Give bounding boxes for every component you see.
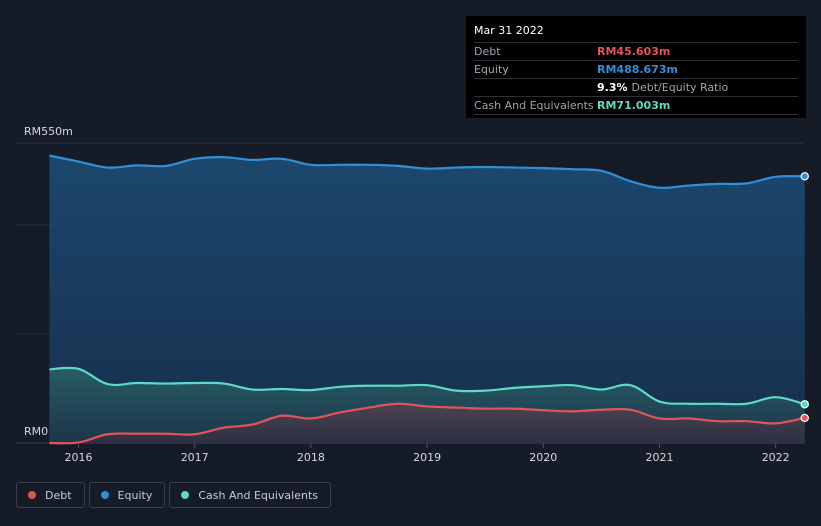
tooltip-row-cash: Cash And Equivalents RM71.003m [474,96,798,115]
tooltip-debt-value: RM45.603m [597,45,671,58]
x-tick-label-2016: 2016 [65,451,93,464]
chart-legend: Debt Equity Cash And Equivalents [16,482,331,508]
equity-line [49,154,805,189]
tooltip-ratio-value: 9.3% [597,81,628,94]
tooltip-row-ratio: 9.3% Debt/Equity Ratio [474,78,798,96]
series-areas [49,155,805,444]
legend-item-equity[interactable]: Equity [88,482,166,508]
debt-end-point[interactable] [800,413,809,423]
tooltip-ratio-label: Debt/Equity Ratio [631,81,729,94]
equity-area [49,155,805,443]
x-tick-label-2019: 2019 [413,451,441,464]
legend-item-cash[interactable]: Cash And Equivalents [169,482,331,508]
x-axis-ticks: 2016 2017 2018 2019 2020 2021 2022 [65,443,790,464]
x-tick-label-2018: 2018 [297,451,325,464]
cash-line [49,366,806,406]
x-tick-label-2020: 2020 [529,451,557,464]
x-tick-label-2017: 2017 [181,451,209,464]
equity-end-point[interactable] [800,172,809,181]
tooltip-equity-label: Equity [474,63,509,76]
series-end-markers [800,172,809,423]
tooltip-debt-label: Debt [474,45,501,58]
x-tick-label-2021: 2021 [646,451,674,464]
tooltip-row-equity: Equity RM488.673m [474,60,798,78]
legend-label-debt: Debt [45,488,72,502]
tooltip-equity-value: RM488.673m [597,63,678,76]
x-tick-label-2022: 2022 [762,451,790,464]
legend-dot-debt [28,491,36,499]
legend-label-equity: Equity [117,488,153,502]
tooltip-cash-label: Cash And Equivalents [474,99,594,112]
cash-end-point[interactable] [800,400,809,409]
tooltip-cash-value: RM71.003m [597,99,671,112]
debt-line [49,402,805,445]
debt-area [49,403,805,444]
y-axis-bottom-label: RM0 [24,425,48,438]
legend-label-cash: Cash And Equivalents [198,488,318,502]
y-axis-top-label: RM550m [24,125,73,138]
series-lines [49,154,806,445]
legend-dot-cash [181,491,190,499]
tooltip-date: Mar 31 2022 [474,24,544,37]
legend-dot-equity [100,491,109,499]
legend-item-debt[interactable]: Debt [16,482,85,508]
tooltip-row-debt: Debt RM45.603m [474,42,798,60]
data-tooltip: Mar 31 2022 Debt RM45.603m Equity RM488.… [466,16,806,118]
